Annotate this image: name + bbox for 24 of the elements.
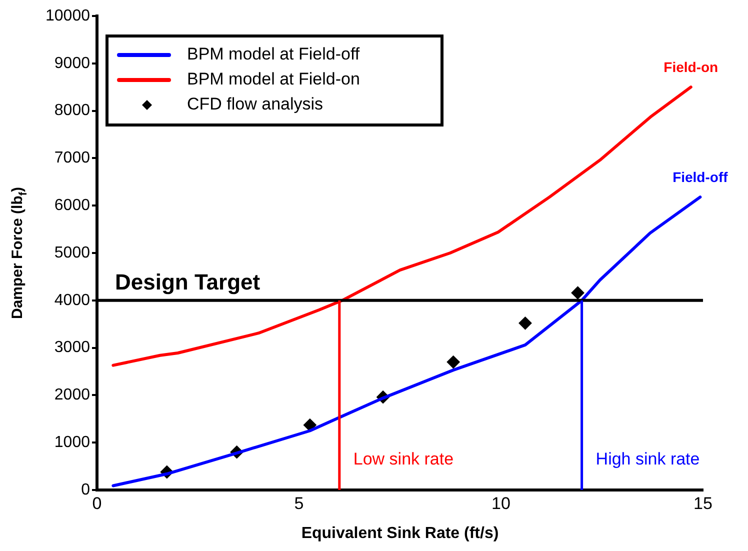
y-tick-label: 9000 (54, 54, 90, 72)
y-tick-label: 6000 (54, 197, 90, 214)
legend-label: CFD flow analysis (187, 94, 324, 114)
x-tick-label: 10 (492, 494, 510, 513)
y-tick-label: 7000 (54, 150, 90, 167)
y-tick-label: 5000 (54, 244, 90, 262)
annotation: Field-on (664, 58, 718, 75)
y-tick-label: 0 (81, 481, 90, 498)
x-tick-label: 5 (294, 494, 304, 513)
legend-label: BPM model at Field-on (187, 70, 360, 89)
y-tick-label: 2000 (54, 386, 90, 404)
y-tick-label: 8000 (54, 102, 90, 120)
annotation: Field-off (672, 168, 728, 185)
y-axis-title: Damper Force (lbf) (9, 186, 30, 320)
ref-line-label: Design Target (115, 269, 261, 294)
y-tick-label: 10000 (46, 7, 90, 24)
ref-line-label: High sink rate (596, 450, 700, 469)
y-tick-label: 3000 (54, 339, 90, 356)
y-tick-label: 4000 (54, 292, 90, 309)
legend-label: BPM model at Field-off (187, 44, 360, 64)
y-tick-label: 1000 (54, 434, 90, 452)
x-axis-title: Equivalent Sink Rate (ft/s) (301, 525, 499, 542)
x-tick-label: 15 (694, 494, 712, 513)
ref-line-label: Low sink rate (353, 450, 454, 469)
